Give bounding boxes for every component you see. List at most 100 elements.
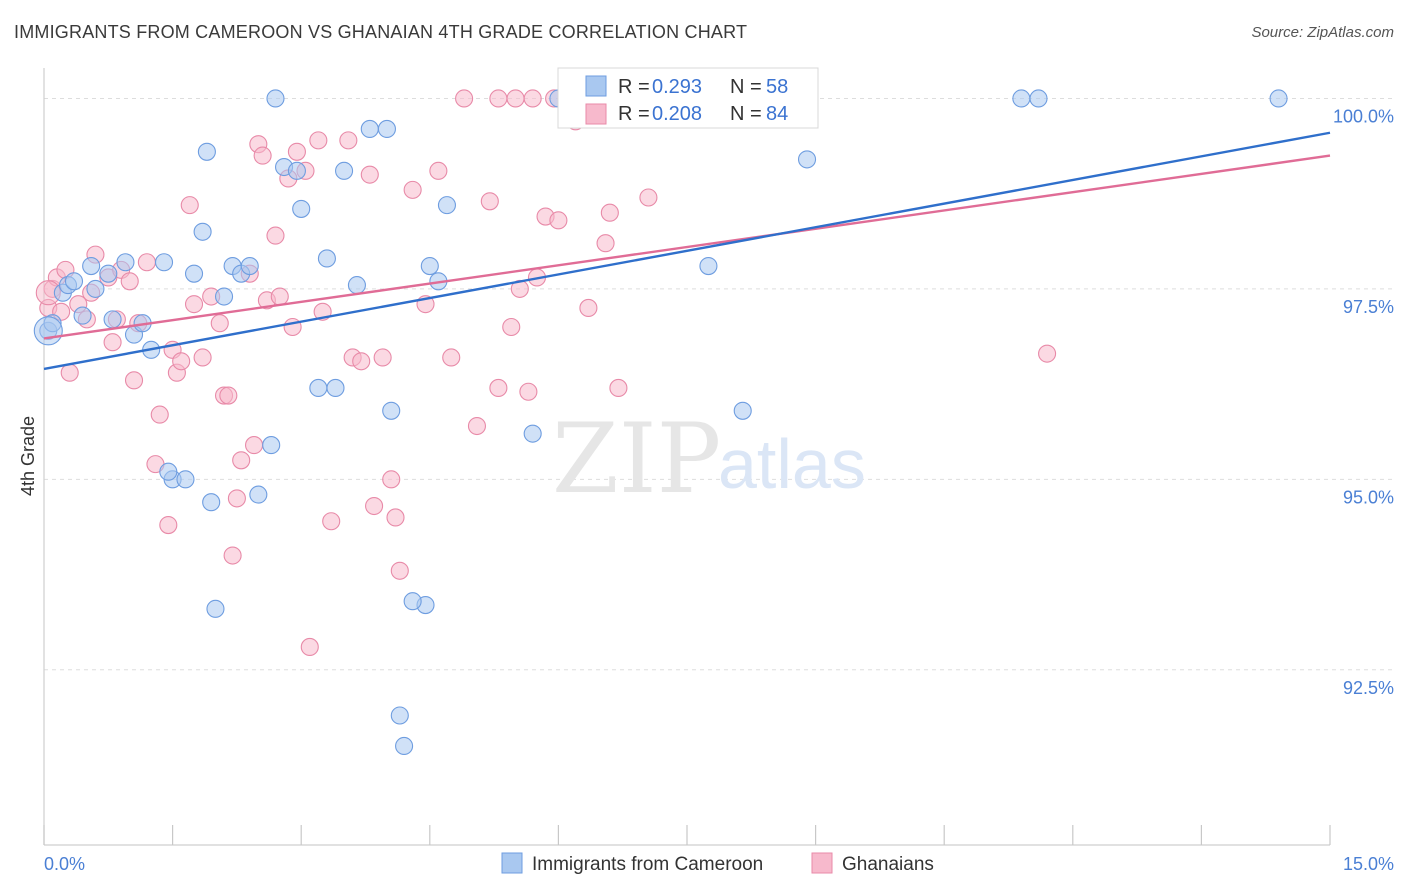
cameroon-point bbox=[309, 378, 328, 397]
y-axis-label: 4th Grade bbox=[18, 416, 38, 496]
ghanaians-point bbox=[403, 180, 422, 199]
cameroon-point bbox=[1269, 89, 1288, 108]
legend-swatch-blue bbox=[585, 75, 607, 97]
ghanaians-point bbox=[232, 451, 251, 470]
ghanaians-point bbox=[339, 131, 358, 150]
cameroon-point bbox=[249, 485, 268, 504]
ghanaians-trend-line bbox=[43, 154, 1331, 340]
ghanaians-point bbox=[103, 333, 122, 352]
cameroon-point bbox=[103, 310, 122, 329]
cameroon-point bbox=[347, 276, 366, 295]
ghanaians-point bbox=[489, 378, 508, 397]
legend-n-value-pink: 84 bbox=[766, 103, 788, 125]
cameroon-point-large bbox=[33, 316, 63, 346]
ghanaians-point bbox=[172, 352, 191, 371]
ghanaians-point bbox=[467, 416, 487, 436]
ghanaians-point bbox=[180, 196, 199, 215]
ghanaians-point bbox=[159, 516, 178, 535]
ghanaians-point bbox=[60, 363, 79, 382]
ghanaians-point bbox=[506, 89, 525, 108]
ghanaians-point bbox=[309, 131, 328, 150]
ghanaians-point bbox=[193, 348, 212, 367]
legend-n-label-pink: N = bbox=[730, 103, 762, 125]
legend-swatch-pink bbox=[585, 103, 607, 125]
ghanaians-point bbox=[489, 89, 508, 108]
cameroon-point bbox=[240, 257, 259, 276]
ghanaians-point bbox=[600, 203, 619, 222]
cameroon-point bbox=[262, 436, 281, 455]
ghanaians-point bbox=[253, 146, 272, 165]
watermark: ZIP atlas bbox=[552, 403, 866, 515]
cameroon-point bbox=[176, 470, 195, 489]
stats-legend: R = 0.293 N = 58 R = 0.208 N = 84 bbox=[557, 67, 819, 129]
x-axis-ticks bbox=[43, 825, 1331, 845]
ghanaians-point bbox=[442, 348, 461, 367]
ghanaians-point bbox=[639, 188, 658, 207]
ghanaians-point bbox=[1038, 344, 1057, 363]
legend-r-label-pink: R = bbox=[618, 103, 650, 125]
ghanaians-point bbox=[124, 371, 144, 390]
ghanaians-point bbox=[300, 637, 319, 656]
x-tick-label-min: 0.0% bbox=[44, 854, 85, 874]
cameroon-point bbox=[73, 306, 92, 325]
watermark-atlas: atlas bbox=[718, 425, 866, 503]
ghanaians-point bbox=[596, 234, 615, 253]
ghanaians-point bbox=[609, 378, 628, 397]
cameroon-point bbox=[1029, 89, 1048, 108]
cameroon-point bbox=[390, 706, 409, 725]
cameroon-point bbox=[292, 199, 311, 218]
cameroon-point bbox=[382, 401, 401, 420]
bottom-legend-label-ghanaians: Ghanaians bbox=[842, 854, 934, 875]
ghanaians-point bbox=[373, 348, 392, 367]
chart-title: IMMIGRANTS FROM CAMEROON VS GHANAIAN 4TH… bbox=[14, 22, 748, 42]
cameroon-point bbox=[266, 89, 285, 108]
ghanaians-point bbox=[386, 508, 405, 527]
ghanaians-point bbox=[184, 295, 204, 314]
bottom-legend: Immigrants from Cameroon Ghanaians bbox=[501, 852, 934, 875]
ghanaians-point bbox=[365, 496, 384, 516]
cameroon-point bbox=[86, 279, 105, 298]
y-tick-labels: 92.5% 95.0% 97.5% 100.0% bbox=[1333, 106, 1394, 697]
ghanaians-point bbox=[429, 161, 448, 180]
cameroon-point bbox=[523, 424, 542, 443]
y-tick-label: 97.5% bbox=[1343, 297, 1394, 317]
ghanaians-point bbox=[270, 287, 289, 306]
ghanaians-point bbox=[150, 405, 169, 424]
grid-lines bbox=[44, 97, 1394, 671]
ghanaians-point bbox=[502, 317, 521, 337]
ghanaians-point bbox=[120, 272, 139, 291]
cameroon-point bbox=[377, 119, 396, 138]
y-tick-label: 92.5% bbox=[1343, 678, 1394, 698]
ghanaians-point bbox=[266, 226, 285, 245]
cameroon-point bbox=[193, 222, 212, 241]
cameroon-point bbox=[287, 161, 306, 180]
cameroon-trend-line bbox=[43, 131, 1331, 371]
cameroon-point bbox=[184, 264, 204, 283]
ghanaians-point bbox=[360, 165, 379, 184]
cameroon-point bbox=[206, 599, 225, 618]
ghanaians-point bbox=[390, 561, 409, 580]
ghanaians-point bbox=[219, 386, 238, 405]
ghanaians-point bbox=[352, 352, 371, 371]
ghanaians-point bbox=[480, 192, 499, 211]
ghanaians-point bbox=[549, 211, 568, 230]
legend-r-value-blue: 0.293 bbox=[652, 76, 702, 98]
ghanaians-point bbox=[455, 89, 474, 108]
cameroon-point bbox=[335, 161, 354, 180]
cameroon-point bbox=[733, 401, 752, 420]
y-tick-label: 100.0% bbox=[1333, 106, 1394, 126]
cameroon-point bbox=[154, 253, 174, 272]
bottom-legend-swatch-ghanaians bbox=[811, 852, 833, 874]
cameroon-point bbox=[326, 378, 345, 397]
ghanaians-point bbox=[382, 470, 401, 489]
cameroon-point bbox=[699, 257, 718, 276]
cameroon-point bbox=[797, 150, 817, 169]
ghanaians-point bbox=[227, 489, 246, 508]
ghanaians-point bbox=[244, 436, 264, 455]
bottom-legend-swatch-cameroon bbox=[501, 852, 523, 874]
cameroon-point bbox=[159, 462, 178, 481]
cameroon-point bbox=[197, 142, 216, 161]
cameroon-point bbox=[64, 272, 84, 291]
cameroon-point bbox=[202, 493, 221, 512]
y-tick-label: 95.0% bbox=[1343, 487, 1394, 507]
